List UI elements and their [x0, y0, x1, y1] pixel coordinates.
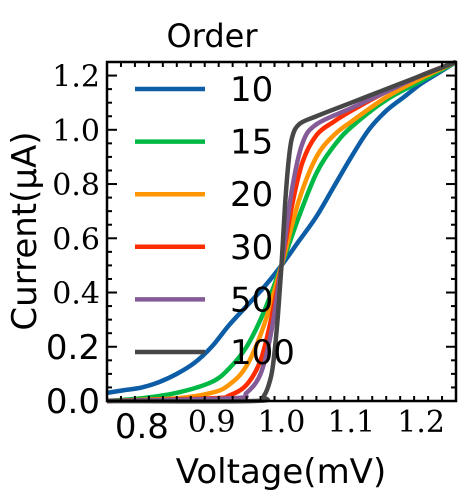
legend-title: Order [167, 17, 259, 55]
y-tick-label: 1.2 [52, 60, 100, 95]
series-lines [106, 59, 458, 404]
x-axis-label: Voltage(mV) [176, 452, 386, 492]
legend-label-100: 100 [230, 333, 295, 373]
x-tick-label: 0.9 [188, 405, 236, 440]
x-tick-label: 1.2 [397, 405, 445, 440]
legend-label-15: 15 [230, 123, 273, 163]
y-tick-label: 0.6 [52, 222, 100, 257]
series-line-100 [106, 59, 457, 404]
legend-label-10: 10 [230, 70, 273, 110]
legend: Order 10 15 20 30 50 100 [135, 17, 295, 373]
x-tick-label: 0.8 [115, 407, 169, 447]
y-axis-label: Current(μA) [5, 131, 45, 330]
y-tick-label: 0.4 [52, 277, 100, 312]
y-tick-label: 0.2 [46, 328, 100, 368]
y-tick-label: 1.0 [52, 114, 100, 149]
x-tick-label: 1.1 [327, 405, 375, 440]
x-tick-label: 1.0 [258, 405, 306, 440]
legend-label-20: 20 [230, 175, 273, 215]
plot-frame [105, 60, 458, 403]
series-line-20 [106, 59, 457, 404]
legend-label-50: 50 [230, 280, 273, 320]
tick-labels: 0.8 0.9 1.0 1.1 1.2 0.0 0.2 0.4 0.6 0.8 1.0 1.2 [46, 60, 445, 447]
legend-label-30: 30 [230, 228, 273, 268]
axis-ticks [107, 62, 456, 401]
y-tick-label: 0.8 [52, 168, 100, 203]
y-tick-label: 0.0 [46, 382, 100, 422]
legend-entries: 10 15 20 30 50 100 [135, 70, 295, 373]
series-line-50 [106, 59, 457, 404]
